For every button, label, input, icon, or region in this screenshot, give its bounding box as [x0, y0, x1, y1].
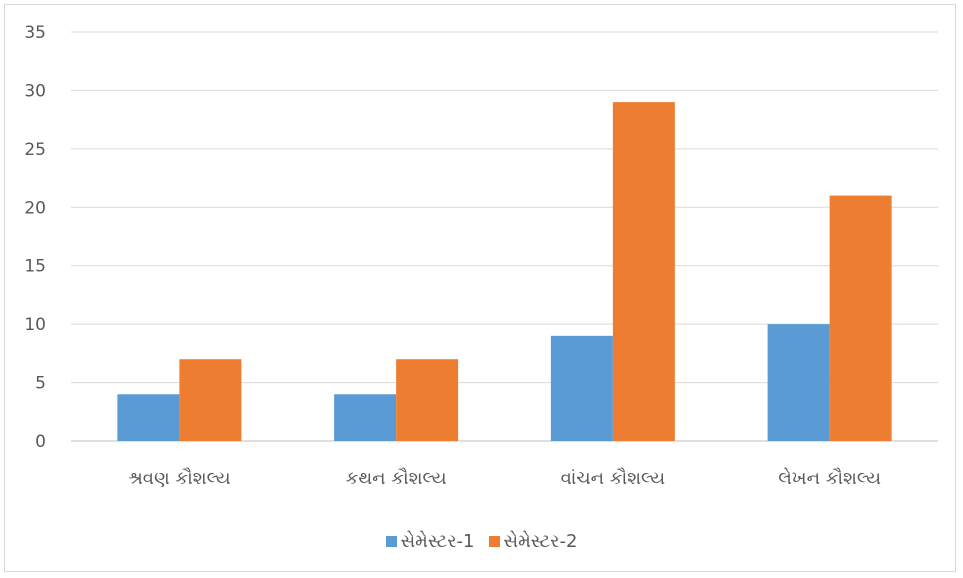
y-tick-label: 15: [24, 257, 46, 277]
bar-series-1-4: [767, 324, 830, 441]
legend-swatch-series-1: [385, 536, 397, 547]
legend-swatch-series-2: [488, 536, 500, 547]
y-tick-label: 35: [24, 23, 46, 43]
legend: સેમેસ્ટર-1 સેમેસ્ટર-2: [0, 531, 963, 552]
bar-series-2-4: [829, 195, 892, 441]
x-tick-label: શ્રવણ કૌશલ્ય: [128, 467, 231, 489]
legend-label-series-1: સેમેસ્ટર-1: [400, 531, 475, 552]
x-tick-label: વાંચન કૌશલ્ય: [561, 467, 666, 489]
y-tick-label: 0: [35, 432, 46, 452]
legend-item-series-2: સેમેસ્ટર-2: [488, 531, 578, 552]
bar-series-2-1: [179, 359, 242, 441]
y-tick-label: 5: [35, 374, 46, 394]
x-tick-label: લેખન કૌશલ્ય: [778, 467, 881, 489]
y-tick-label: 25: [24, 140, 46, 160]
legend-label-series-2: સેમેસ્ટર-2: [503, 531, 578, 552]
legend-item-series-1: સેમેસ્ટર-1: [385, 531, 475, 552]
y-tick-label: 30: [24, 81, 46, 101]
bar-series-1-1: [117, 394, 180, 441]
bar-series-1-2: [334, 394, 397, 441]
chart-frame: [4, 4, 956, 572]
bar-series-2-3: [612, 102, 675, 441]
bar-series-2-2: [396, 359, 459, 441]
y-tick-label: 10: [24, 315, 46, 335]
x-tick-label: કથન કૌશલ્ય: [346, 467, 447, 489]
bar-series-1-3: [550, 335, 613, 441]
y-tick-label: 20: [24, 198, 46, 218]
